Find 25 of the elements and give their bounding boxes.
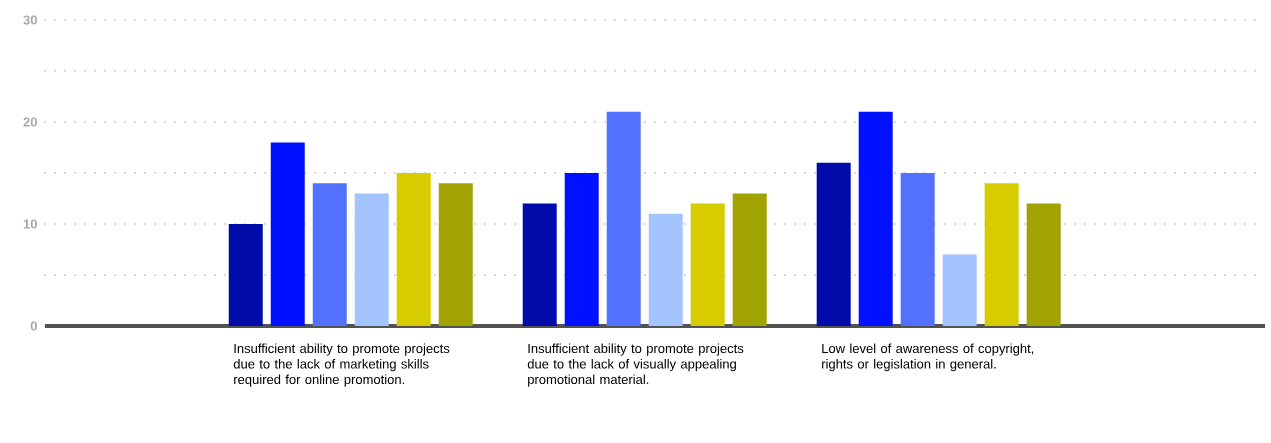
bar xyxy=(354,193,389,326)
bar xyxy=(564,172,599,326)
bar xyxy=(522,203,557,326)
bar xyxy=(1026,203,1061,326)
x-tick-label: Insufficient ability to promote projects due to the lack of visually appealing promotional material. xyxy=(527,343,744,387)
y-tick-label: 20 xyxy=(23,117,37,127)
bar xyxy=(438,183,473,326)
bar xyxy=(900,172,935,326)
bar xyxy=(228,223,263,326)
bar xyxy=(648,213,683,326)
bar xyxy=(816,162,851,326)
bar xyxy=(396,172,431,326)
y-tick-label: 10 xyxy=(23,219,37,229)
bar xyxy=(312,183,347,326)
bar xyxy=(606,111,641,326)
bar xyxy=(942,254,977,326)
y-tick-label: 0 xyxy=(30,321,37,331)
bar xyxy=(690,203,725,326)
bar xyxy=(858,111,893,326)
x-tick-label: Insufficient ability to promote projects due to the lack of marketing skills required for online promotion. xyxy=(233,343,450,387)
y-tick-label: 30 xyxy=(23,15,37,25)
bar xyxy=(732,193,767,326)
bar xyxy=(984,183,1019,326)
bar xyxy=(270,142,305,326)
x-tick-label: Low level of awareness of copyright, rights or legislation in general. xyxy=(822,343,1034,372)
